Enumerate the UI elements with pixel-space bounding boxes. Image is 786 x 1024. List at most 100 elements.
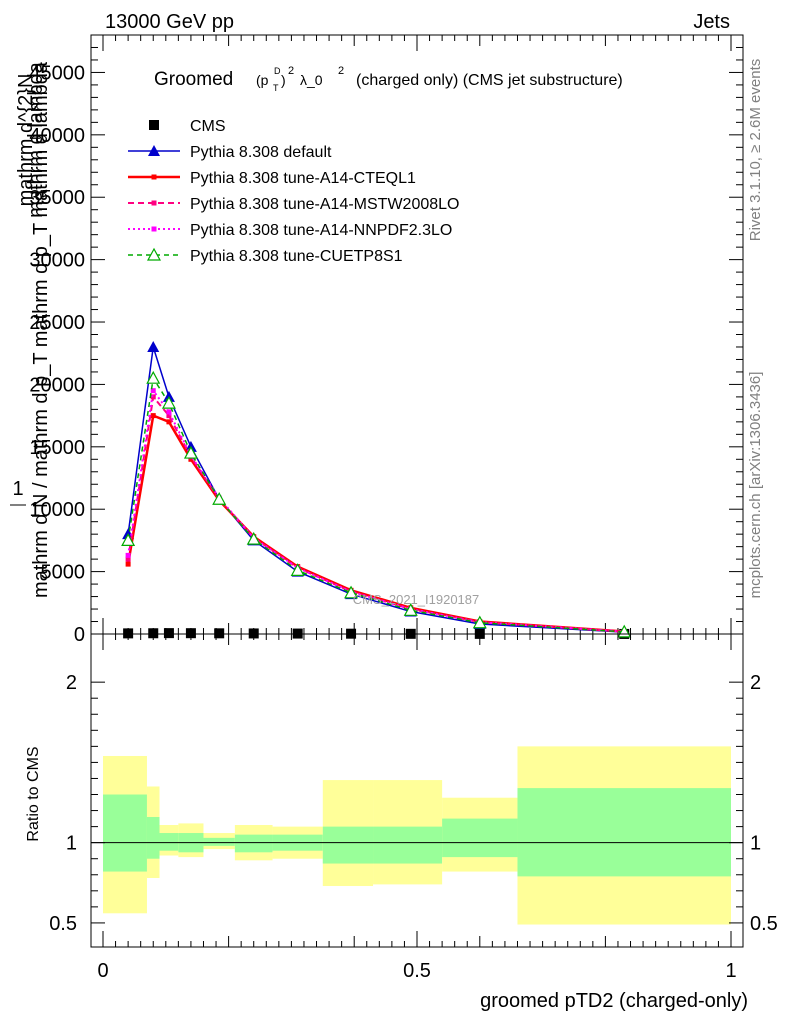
data-point xyxy=(151,226,157,232)
ratio-band-green xyxy=(234,834,273,853)
data-point xyxy=(148,628,159,639)
data-point xyxy=(146,370,161,384)
data-point xyxy=(472,615,487,629)
data-point xyxy=(166,419,172,425)
title-formula-sup: D xyxy=(274,66,281,76)
y-label-top: mathrm d^{2}N xyxy=(15,74,37,207)
data-point xyxy=(183,445,198,459)
main-y-tick-label: 35000 xyxy=(29,187,85,209)
data-point xyxy=(161,395,176,409)
main-y-tick-label: 0 xyxy=(74,624,85,646)
plot-title: Groomed (p D T ) 2 λ_0 2 (charged only) … xyxy=(154,65,623,93)
data-point xyxy=(248,628,259,639)
title-prefix: Groomed xyxy=(154,69,233,90)
ratio-plot: 0.5 0.51 12 2 0 0.5 1 xyxy=(49,633,778,982)
title-tail: (charged only) (CMS jet substructure) xyxy=(356,72,623,89)
ratio-y-label: Ratio to CMS xyxy=(25,746,42,841)
data-point xyxy=(150,388,156,394)
x-tick-label: 0 xyxy=(97,960,108,982)
main-y-tick-label: 20000 xyxy=(29,374,85,396)
data-point xyxy=(344,585,359,599)
legend-item: Pythia 8.308 tune-A14-CTEQL1 xyxy=(128,170,416,187)
data-point xyxy=(290,563,305,576)
watermark: CMS_2021_I1920187 xyxy=(353,592,480,607)
series-line xyxy=(127,346,625,633)
ratio-y-tick-label-right: 0.5 xyxy=(750,913,778,935)
legend: CMS Pythia 8.308 default Pythia 8.308 tune… xyxy=(128,118,459,265)
data-point xyxy=(214,628,225,639)
title-formula-sub: T xyxy=(273,83,279,93)
series-line xyxy=(127,394,625,633)
rivet-label: Rivet 3.1.10, ≥ 2.6M events xyxy=(747,59,764,242)
main-y-tick-label: 40000 xyxy=(29,125,85,147)
data-point xyxy=(185,628,196,639)
series xyxy=(121,370,632,638)
legend-item: Pythia 8.308 tune-CUETP8S1 xyxy=(128,247,403,265)
title-suffix-pow: 2 xyxy=(338,65,344,77)
legend-item: Pythia 8.308 tune-A14-MSTW2008LO xyxy=(128,196,459,213)
ratio-y-tick-label-right: 2 xyxy=(750,672,761,694)
header-left: 13000 GeV pp xyxy=(105,11,234,33)
main-plot-frame xyxy=(90,34,744,635)
data-point xyxy=(123,628,134,639)
main-plot: 0 5000 10000 15000 20000 25000 30000 35000 40000… xyxy=(29,34,744,646)
data-point xyxy=(149,120,159,130)
legend-item: CMS xyxy=(149,118,226,135)
data-point xyxy=(212,491,227,505)
title-formula-close: ) xyxy=(281,72,286,88)
data-point xyxy=(246,531,261,545)
data-point xyxy=(125,556,131,562)
title-suffix: λ_0 xyxy=(300,72,323,88)
x-axis-label: groomed pTD2 (charged-only) xyxy=(480,990,748,1012)
legend-label: Pythia 8.308 tune-A14-MSTW2008LO xyxy=(190,196,459,213)
main-y-tick-label: 15000 xyxy=(29,437,85,459)
mcplots-label: mcplots.cern.ch [arXiv:1306.3436] xyxy=(747,372,764,599)
data-point xyxy=(125,552,131,558)
legend-label: Pythia 8.308 tune-CUETP8S1 xyxy=(190,248,403,265)
legend-item: Pythia 8.308 tune-A14-NNPDF2.3LO xyxy=(128,222,452,239)
ratio-y-tick-label: 0.5 xyxy=(49,913,77,935)
ratio-band-green xyxy=(442,818,518,858)
legend-label: Pythia 8.308 tune-A14-CTEQL1 xyxy=(190,170,416,187)
data-point xyxy=(166,409,172,415)
y-label-lambda: mathrm d lambda xyxy=(25,61,47,217)
data-point xyxy=(147,340,160,352)
ratio-band-green xyxy=(103,794,147,872)
ratio-band-green xyxy=(159,833,179,851)
main-y-label: 1 mathrm d^{2}N mathrm d N / mathrm d p_… xyxy=(10,61,52,598)
data-point xyxy=(146,247,162,261)
data-point xyxy=(150,413,156,419)
main-y-tick-label: 45000 xyxy=(29,62,85,84)
y-label-one: 1 xyxy=(12,478,23,500)
ratio-y-ticks: 0.5 0.5 1 1 2 2 xyxy=(49,672,778,935)
data-point xyxy=(151,174,157,180)
data-point xyxy=(125,561,131,567)
title-formula-base: (p xyxy=(256,72,269,88)
y-label-over: mathrm d N / mathrm d p_T mathrm d p_T m… xyxy=(30,61,52,598)
title-formula-pow: 2 xyxy=(288,65,294,77)
data-point xyxy=(121,533,136,547)
ratio-band-green xyxy=(146,816,160,859)
header-right: Jets xyxy=(693,11,730,33)
main-y-tick-label: 5000 xyxy=(41,562,86,584)
main-y-tick-label: 25000 xyxy=(29,312,85,334)
legend-label: CMS xyxy=(190,118,226,135)
legend-item: Pythia 8.308 default xyxy=(128,144,332,161)
x-tick-label: 1 xyxy=(725,960,736,982)
legend-label: Pythia 8.308 tune-A14-NNPDF2.3LO xyxy=(190,222,452,239)
ratio-band-green xyxy=(322,826,374,864)
data-point xyxy=(166,413,172,419)
main-series xyxy=(121,340,632,639)
data-point xyxy=(148,145,160,156)
legend-label: Pythia 8.308 default xyxy=(190,144,332,161)
ratio-band-green xyxy=(517,788,731,877)
ratio-x-ticks: 0 0.5 1 xyxy=(97,634,737,982)
main-y-ticks: 0 5000 10000 15000 20000 25000 30000 35000 40000… xyxy=(29,34,743,646)
data-point xyxy=(151,200,157,206)
ratio-band-green xyxy=(373,826,443,864)
ratio-y-tick-label: 1 xyxy=(66,833,77,855)
ratio-y-tick-label-right: 1 xyxy=(750,833,761,855)
data-point xyxy=(163,628,174,639)
x-tick-label: 0.5 xyxy=(403,960,431,982)
